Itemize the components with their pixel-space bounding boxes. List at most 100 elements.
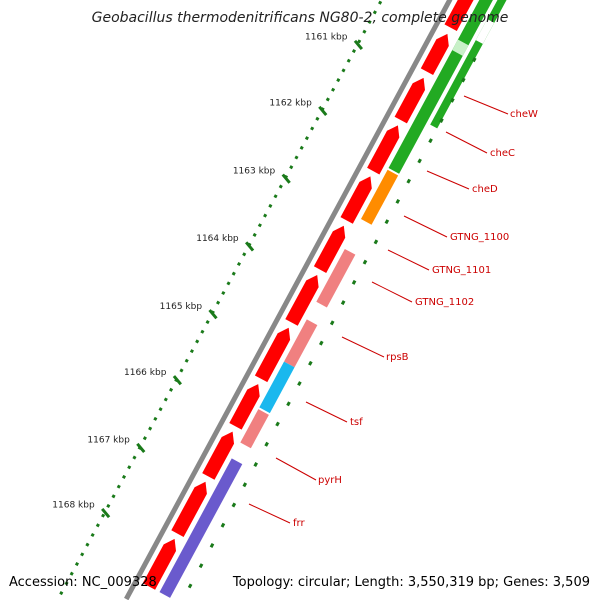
scale-major-tick [353,39,364,51]
cds-forward-arrow [313,225,346,273]
gene-label-leader [426,170,470,190]
scale-minor-tick [341,68,346,73]
kbp-tick-label: 1166 kbp [124,368,167,378]
gene-label: frr [293,518,305,529]
gene-label-leader [305,401,348,423]
kbp-tick-label: 1167 kbp [87,436,130,446]
scale-minor-tick [362,29,367,34]
scale-minor-tick [289,165,294,170]
cds-forward-arrow [229,384,260,430]
inner-scale-tick [286,401,291,407]
scale-minor-tick [304,136,309,141]
scale-minor-tick [200,329,205,334]
scale-minor-tick [132,455,137,460]
inner-scale-tick [253,462,258,467]
gene-label: rpsB [386,352,409,363]
inner-scale-tick [428,138,433,144]
gene-label-leader [275,457,317,481]
scale-minor-tick [205,320,210,325]
gene-label-leader [248,503,291,524]
scale-minor-tick [263,213,268,218]
kbp-tick-label: 1162 kbp [269,99,312,109]
scale-major-tick [101,507,111,519]
inner-scale-tick [461,77,466,83]
cds-forward-arrow [420,33,449,75]
cds-forward-arrow [367,125,400,175]
kbp-tick-label: 1163 kbp [233,166,276,176]
inner-scale-tick [198,563,204,569]
scale-minor-tick [106,503,111,508]
inner-scale-tick [231,502,237,508]
inner-scale-tick [340,300,346,306]
scale-minor-tick [325,97,330,102]
gene-label-leader [463,95,509,115]
scale-ticks-group [59,0,383,596]
scale-minor-tick [90,532,95,538]
inner-scale-tick [308,360,313,366]
cds-forward-arrow [202,431,234,480]
inner-scale-tick [319,340,324,346]
gene-label: GTNG_1101 [432,265,491,276]
scale-minor-tick [357,39,362,44]
feature-purple-block [159,458,243,598]
gene-label: pyrH [318,475,342,486]
cds-forward-arrow [444,0,474,31]
cds-forward-arrow [142,538,176,590]
inner-scale-tick [450,97,455,103]
scale-major-tick [245,241,255,252]
gene-label-leader [371,281,413,303]
scale-minor-tick [127,465,132,470]
gene-label-leader [387,249,430,271]
gene-label-leader [445,131,488,154]
scale-minor-tick [142,436,147,441]
scale-minor-tick [148,426,153,431]
scale-minor-tick [59,591,64,596]
gene-label: cheD [472,184,498,195]
scale-minor-tick [268,203,273,208]
scale-minor-tick [111,494,116,499]
gene-label: cheC [490,148,515,159]
scale-major-tick [318,105,328,117]
scale-minor-tick [189,349,194,354]
gene-label-leader [403,215,448,238]
cds-reverse-block [284,319,318,368]
inner-scale-tick [373,239,379,245]
cds-forward-arrow [340,176,372,224]
feature-orange-block [360,169,399,225]
inner-scale-tick [329,320,335,326]
scale-major-tick [281,173,291,184]
scale-minor-tick [101,513,106,518]
scale-minor-tick [195,339,200,344]
scale-minor-tick [310,126,315,131]
scale-minor-tick [226,281,231,286]
scale-minor-tick [216,300,221,305]
scale-minor-tick [74,562,79,567]
inner-scale-tick [417,158,422,164]
kbp-tick-label: 1161 kbp [305,33,348,43]
cds-forward-arrow [171,481,207,537]
scale-minor-tick [331,87,336,92]
gene-label-leader [341,336,385,358]
accession-label: Accession: NC_009328 [9,575,157,590]
scale-minor-tick [315,116,320,121]
inner-scale-tick [297,381,302,387]
cds-reverse-block [240,409,269,449]
inner-scale-tick [187,583,193,589]
inner-scale-tick [275,421,280,427]
scale-minor-tick [221,290,226,296]
inner-scale-tick [384,219,390,225]
scale-minor-tick [184,358,189,363]
scale-minor-tick [158,407,163,412]
genome-backbone-line [124,0,453,600]
inner-scale-tick [242,482,248,488]
scale-minor-tick [95,523,100,528]
scale-major-tick [172,375,182,386]
scale-minor-tick [252,232,257,237]
scale-minor-tick [121,474,127,479]
inner-scale-tick [439,118,444,123]
inner-scale-tick [395,198,401,204]
scale-minor-tick [378,0,383,5]
scale-minor-tick [242,252,247,257]
scale-minor-tick [278,184,283,189]
